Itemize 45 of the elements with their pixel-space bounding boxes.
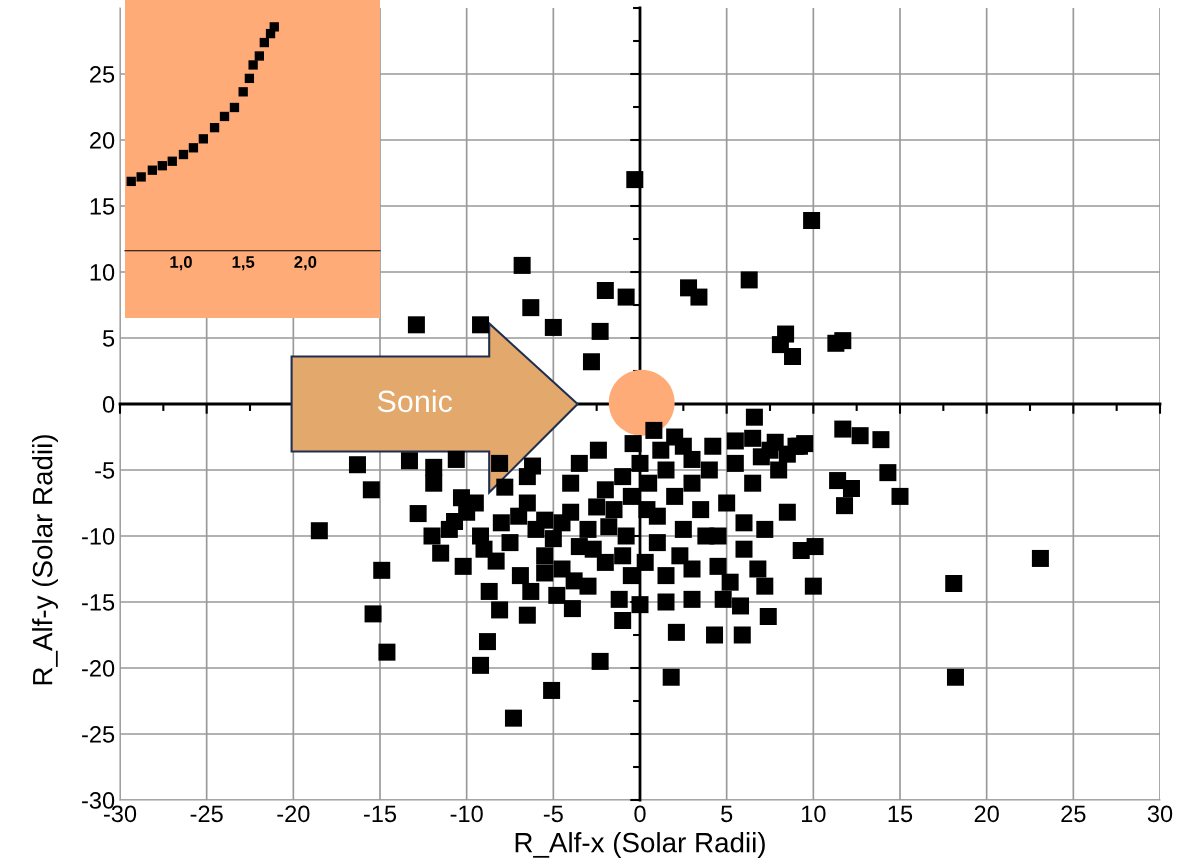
x-axis-title: R_Alf-x (Solar Radii) [515,832,765,858]
y-tick-label: 15 [90,198,115,215]
x-tick-label: -15 [363,805,397,823]
point [157,161,167,171]
x-tick-label: 25 [1061,805,1086,823]
point [147,165,158,175]
point [178,149,189,160]
y-tick-label: 0 [102,396,115,413]
y-tick-label: -20 [82,660,115,677]
y-tick-label: -15 [82,594,115,611]
x-tick-label: 0 [634,805,646,823]
y-tick-label: 20 [90,132,115,149]
point [238,87,248,97]
x-tick-label: 15 [888,805,913,823]
point [229,102,240,113]
point [136,172,146,182]
x-tick-label: -10 [450,805,483,823]
y-axis-title: R_Alf-y (Solar Radii) [32,435,58,685]
y-tick-label: -10 [82,528,115,545]
point [209,122,220,133]
point [219,111,230,122]
point [259,37,269,48]
y-tick-label: 5 [102,330,115,347]
point [248,60,258,70]
point [167,156,177,166]
x-tick-label: 20 [974,805,999,823]
x-tick-label: 5 [721,805,733,823]
x-tick-label: -5 [543,805,563,823]
point [254,51,264,61]
point [244,73,255,84]
y-tick-label: -25 [82,726,115,743]
x-tick-label: -20 [277,805,310,823]
point [269,22,279,32]
annotation: Sonic [377,389,453,413]
x-tick-label: 30 [1147,805,1173,823]
x-tick-label: 10 [802,805,826,823]
x-tick-label: 1,0 [170,256,192,271]
point [188,143,199,153]
y-tick-label: 25 [90,66,115,83]
y-tick-label: -5 [95,462,115,479]
point [126,176,136,187]
point [198,134,209,144]
x-tick-label: 2,0 [294,256,317,271]
x-tick-label: -25 [190,805,223,823]
x-tick-label: 1,5 [232,256,255,271]
